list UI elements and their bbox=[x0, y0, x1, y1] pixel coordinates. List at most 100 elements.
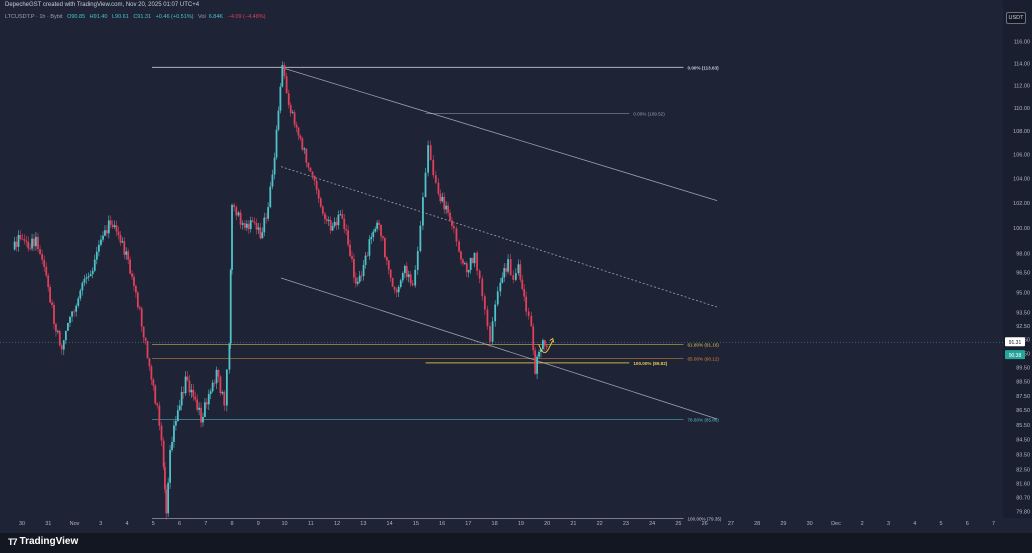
currency-button[interactable]: USDT bbox=[1006, 12, 1026, 24]
candle-down bbox=[525, 296, 528, 312]
candle-down bbox=[43, 259, 46, 267]
candle-down bbox=[287, 93, 290, 105]
x-tick-label: 19 bbox=[518, 521, 524, 527]
ohlc-legend: LTCUSDT.P · 1h · Bybit O90.85 H91.40 L90… bbox=[5, 14, 269, 20]
y-tick-label: 86.50 bbox=[1016, 408, 1030, 414]
candle-up bbox=[538, 351, 540, 357]
candle-up bbox=[467, 270, 470, 273]
candle-down bbox=[305, 148, 308, 163]
y-tick-label: 89.50 bbox=[1016, 365, 1030, 371]
price-chart[interactable]: 116.00 114.00 112.00 110.00 108.00 106.00 104.… bbox=[0, 0, 1032, 533]
candle-down bbox=[60, 345, 63, 350]
candle-down bbox=[405, 265, 408, 277]
x-tick-label: 24 bbox=[649, 521, 655, 527]
candle-down bbox=[152, 379, 155, 386]
candle-down bbox=[389, 269, 392, 278]
candle-down bbox=[27, 241, 30, 249]
volume-label: Vol bbox=[198, 14, 206, 20]
footer-bar: T7 TradingView bbox=[0, 533, 1032, 553]
x-tick-label: 13 bbox=[360, 521, 366, 527]
candle-up bbox=[327, 220, 330, 221]
candle-down bbox=[111, 224, 114, 228]
candle-down bbox=[58, 331, 61, 346]
candle-down bbox=[458, 241, 460, 252]
candle-down bbox=[354, 277, 357, 284]
candle-down bbox=[160, 425, 163, 441]
candle-down bbox=[301, 138, 304, 150]
candle-down bbox=[315, 180, 318, 190]
candle-up bbox=[362, 264, 365, 276]
candle-down bbox=[411, 283, 414, 286]
channel-line bbox=[280, 277, 718, 420]
candle-down bbox=[219, 376, 222, 394]
candle-up bbox=[507, 259, 509, 272]
tradingview-logo-icon: T7 bbox=[8, 536, 17, 547]
candle-up bbox=[445, 205, 448, 210]
candle-down bbox=[146, 340, 149, 359]
candle-up bbox=[190, 389, 193, 393]
x-tick-label: 20 bbox=[544, 521, 550, 527]
candle-up bbox=[273, 157, 276, 175]
candle-down bbox=[233, 204, 236, 208]
candle-down bbox=[527, 311, 530, 316]
candle-up bbox=[207, 394, 210, 405]
fib-level-label: 100.00% (89.82) bbox=[633, 361, 667, 366]
candle-up bbox=[374, 228, 377, 232]
x-tick-label: 17 bbox=[465, 521, 471, 527]
symbol-label[interactable]: LTCUSDT.P · 1h · Bybit bbox=[5, 14, 63, 20]
brand-name: TradingView bbox=[19, 536, 79, 547]
candle-down bbox=[37, 236, 39, 250]
candle-up bbox=[419, 225, 422, 252]
y-tick-label: 93.50 bbox=[1016, 310, 1030, 316]
candle-down bbox=[140, 308, 143, 327]
candle-down bbox=[182, 392, 185, 394]
y-tick-label: 106.00 bbox=[1013, 153, 1030, 159]
x-tick-label: 3 bbox=[887, 521, 890, 527]
open-value: O90.85 bbox=[67, 14, 86, 20]
x-tick-label: 7 bbox=[992, 521, 995, 527]
candle-down bbox=[532, 326, 535, 351]
y-tick-label: 82.50 bbox=[1016, 468, 1030, 474]
candle-down bbox=[299, 135, 302, 139]
candle-down bbox=[465, 263, 468, 273]
candle-down bbox=[434, 175, 437, 183]
candle-up bbox=[56, 331, 59, 332]
candle-up bbox=[77, 298, 80, 306]
x-tick-label: 30 bbox=[19, 521, 25, 527]
candle-down bbox=[534, 350, 537, 374]
candle-up bbox=[331, 226, 334, 231]
x-tick-label: 6 bbox=[178, 521, 181, 527]
candle-down bbox=[387, 260, 390, 270]
chart-frame: 116.00 114.00 112.00 110.00 108.00 106.00 104.… bbox=[0, 0, 1032, 533]
brand[interactable]: T7 TradingView bbox=[8, 536, 78, 547]
candle-down bbox=[251, 220, 254, 222]
candle-up bbox=[35, 236, 37, 247]
candle-down bbox=[545, 345, 548, 348]
candle-up bbox=[403, 265, 406, 274]
x-tick-label: 7 bbox=[204, 521, 207, 527]
candle-up bbox=[102, 235, 104, 240]
candle-up bbox=[93, 259, 96, 271]
y-tick-label: 85.50 bbox=[1016, 423, 1030, 429]
candle-down bbox=[213, 382, 216, 384]
candle-up bbox=[364, 255, 367, 265]
x-tick-label: 26 bbox=[702, 521, 708, 527]
candle-up bbox=[503, 268, 506, 278]
candle-down bbox=[285, 76, 288, 94]
candle-down bbox=[383, 238, 386, 258]
candle-down bbox=[481, 278, 484, 297]
candle-down bbox=[23, 239, 26, 241]
y-tick-label: 114.00 bbox=[1014, 61, 1030, 67]
candle-up bbox=[180, 392, 183, 406]
candle-down bbox=[476, 252, 479, 271]
candle-down bbox=[486, 309, 489, 327]
candle-up bbox=[245, 223, 248, 228]
candle-up bbox=[267, 207, 270, 219]
fib-level-label: 78.60% (85.86) bbox=[688, 418, 720, 423]
candle-up bbox=[87, 276, 90, 278]
channel-midline bbox=[280, 166, 718, 308]
candle-down bbox=[142, 326, 145, 338]
candle-down bbox=[471, 257, 474, 264]
channel-line bbox=[280, 66, 718, 201]
candle-down bbox=[29, 248, 32, 250]
